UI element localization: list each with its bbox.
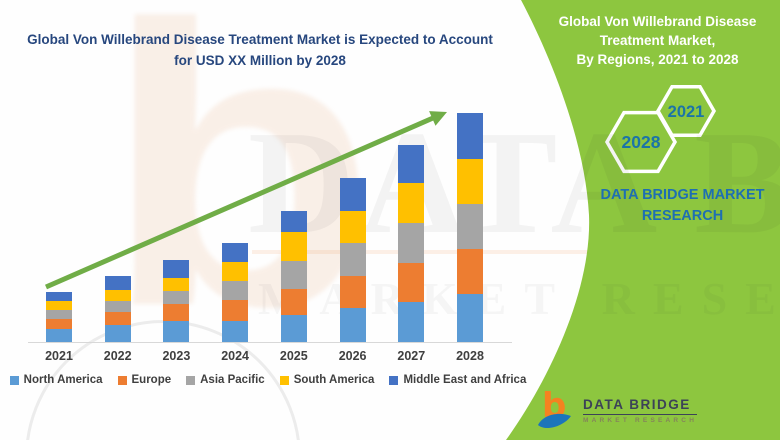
legend-marker [279, 375, 289, 385]
logo-swoosh-shape [538, 413, 571, 429]
bar-segment-middle-east-and-africa-2023 [163, 260, 190, 278]
x-axis-label-2022: 2022 [103, 349, 132, 363]
bar-segment-north-america-2026 [339, 308, 366, 342]
bar-segment-south-america-2023 [163, 278, 190, 291]
x-axis-label-2021: 2021 [45, 349, 73, 363]
x-axis-label-2028: 2028 [456, 349, 484, 363]
legend-label: South America [293, 374, 375, 386]
bar-segment-north-america-2022 [104, 325, 131, 342]
bar-segment-asia-pacific-2021 [46, 310, 72, 319]
chart-title: Global Von Willebrand Disease Treatment … [10, 29, 510, 71]
bar-segment-south-america-2022 [104, 290, 131, 301]
bar-segment-europe-2022 [104, 312, 131, 325]
legend-item-europe: Europe [117, 374, 172, 386]
bar-segment-asia-pacific-2024 [222, 281, 249, 300]
side-title-line1: Global Von Willebrand Disease [558, 14, 757, 29]
legend-label: Asia Pacific [200, 374, 265, 386]
bar-segment-north-america-2027 [398, 302, 425, 342]
chart-title-line1: Global Von Willebrand Disease Treatment … [27, 32, 493, 47]
bar-segment-south-america-2021 [46, 301, 72, 310]
x-axis-label-2027: 2027 [397, 349, 426, 363]
bar-segment-middle-east-and-africa-2024 [222, 243, 249, 262]
bar-segment-europe-2026 [339, 276, 366, 308]
legend-marker [186, 375, 196, 385]
bar-segment-asia-pacific-2026 [339, 243, 366, 276]
bar-segment-asia-pacific-2028 [457, 204, 483, 249]
legend-marker [389, 375, 399, 385]
data-bridge-logo-icon: b [538, 389, 571, 429]
bar-segment-south-america-2026 [339, 211, 366, 243]
legend-marker [117, 375, 127, 385]
bar-segment-europe-2021 [46, 319, 72, 329]
side-title-line3: By Regions, 2021 to 2028 [576, 52, 739, 67]
bar-segment-europe-2023 [163, 304, 190, 321]
bar-segment-middle-east-and-africa-2022 [104, 276, 131, 290]
bar-segment-south-america-2025 [280, 232, 307, 261]
x-axis-label-2026: 2026 [338, 349, 367, 363]
logo-text-block: DATA BRIDGE MARKET RESEARCH [583, 397, 698, 424]
bar-segment-asia-pacific-2025 [280, 261, 307, 289]
bar-segment-south-america-2028 [457, 159, 483, 204]
data-bridge-logo: b DATA BRIDGE MARKET RESEARCH [536, 389, 698, 431]
legend-item-south-america: South America [279, 374, 375, 386]
hexagon-2028-label: 2028 [622, 132, 661, 152]
legend-label: Middle East and Africa [403, 374, 527, 386]
x-axis-label-2023: 2023 [162, 349, 191, 363]
legend-label: Europe [131, 374, 172, 386]
bar-segment-europe-2027 [398, 263, 425, 302]
bar-segment-middle-east-and-africa-2026 [339, 178, 366, 211]
x-axis-line [28, 342, 512, 343]
bar-segment-europe-2025 [280, 289, 307, 315]
bar-segment-middle-east-and-africa-2027 [398, 145, 425, 183]
brand-wordmark-line2: RESEARCH [641, 208, 724, 224]
side-title-line2: Treatment Market, [599, 33, 716, 48]
bar-segment-north-america-2028 [457, 294, 483, 342]
legend-marker [9, 375, 19, 385]
hexagon-2021-label: 2021 [668, 103, 705, 121]
hexagon-2028 [604, 110, 678, 174]
bar-segment-south-america-2024 [222, 262, 249, 281]
bar-segment-middle-east-and-africa-2025 [280, 211, 307, 232]
bar-segment-middle-east-and-africa-2028 [457, 113, 483, 159]
hexagon-2028-outline [604, 110, 678, 174]
bar-segment-asia-pacific-2027 [398, 223, 425, 263]
bar-segment-asia-pacific-2022 [104, 301, 131, 312]
logo-subtitle: MARKET RESEARCH [583, 416, 698, 424]
bar-segment-europe-2024 [222, 300, 249, 321]
bar-segment-middle-east-and-africa-2021 [46, 292, 72, 301]
legend-item-middle-east-and-africa: Middle East and Africa [389, 374, 526, 386]
brand-wordmark-line1: DATA BRIDGE MARKET [600, 187, 765, 203]
bar-segment-asia-pacific-2023 [163, 291, 190, 304]
logo-name: DATA BRIDGE [583, 397, 698, 415]
brand-wordmark: DATA BRIDGE MARKET RESEARCH [570, 185, 780, 227]
bar-segment-north-america-2025 [280, 315, 307, 342]
trend-arrow-head [429, 111, 447, 126]
x-axis-label-2025: 2025 [279, 349, 308, 363]
chart-title-line2: for USD XX Million by 2028 [174, 53, 346, 68]
legend-item-asia-pacific: Asia Pacific [186, 374, 265, 386]
legend-item-north-america: North America [9, 374, 103, 386]
bar-segment-north-america-2024 [222, 321, 249, 342]
bar-segment-north-america-2021 [46, 329, 72, 342]
legend-label: North America [23, 374, 103, 386]
x-axis-label-2024: 2024 [221, 349, 249, 363]
side-panel-title: Global Von Willebrand Disease Treatment … [540, 12, 775, 69]
bar-segment-north-america-2023 [163, 321, 190, 342]
bar-segment-europe-2028 [457, 249, 483, 294]
chart-legend: North America Europe Asia Pacific South Ame… [9, 374, 526, 386]
bar-segment-south-america-2027 [398, 183, 425, 223]
